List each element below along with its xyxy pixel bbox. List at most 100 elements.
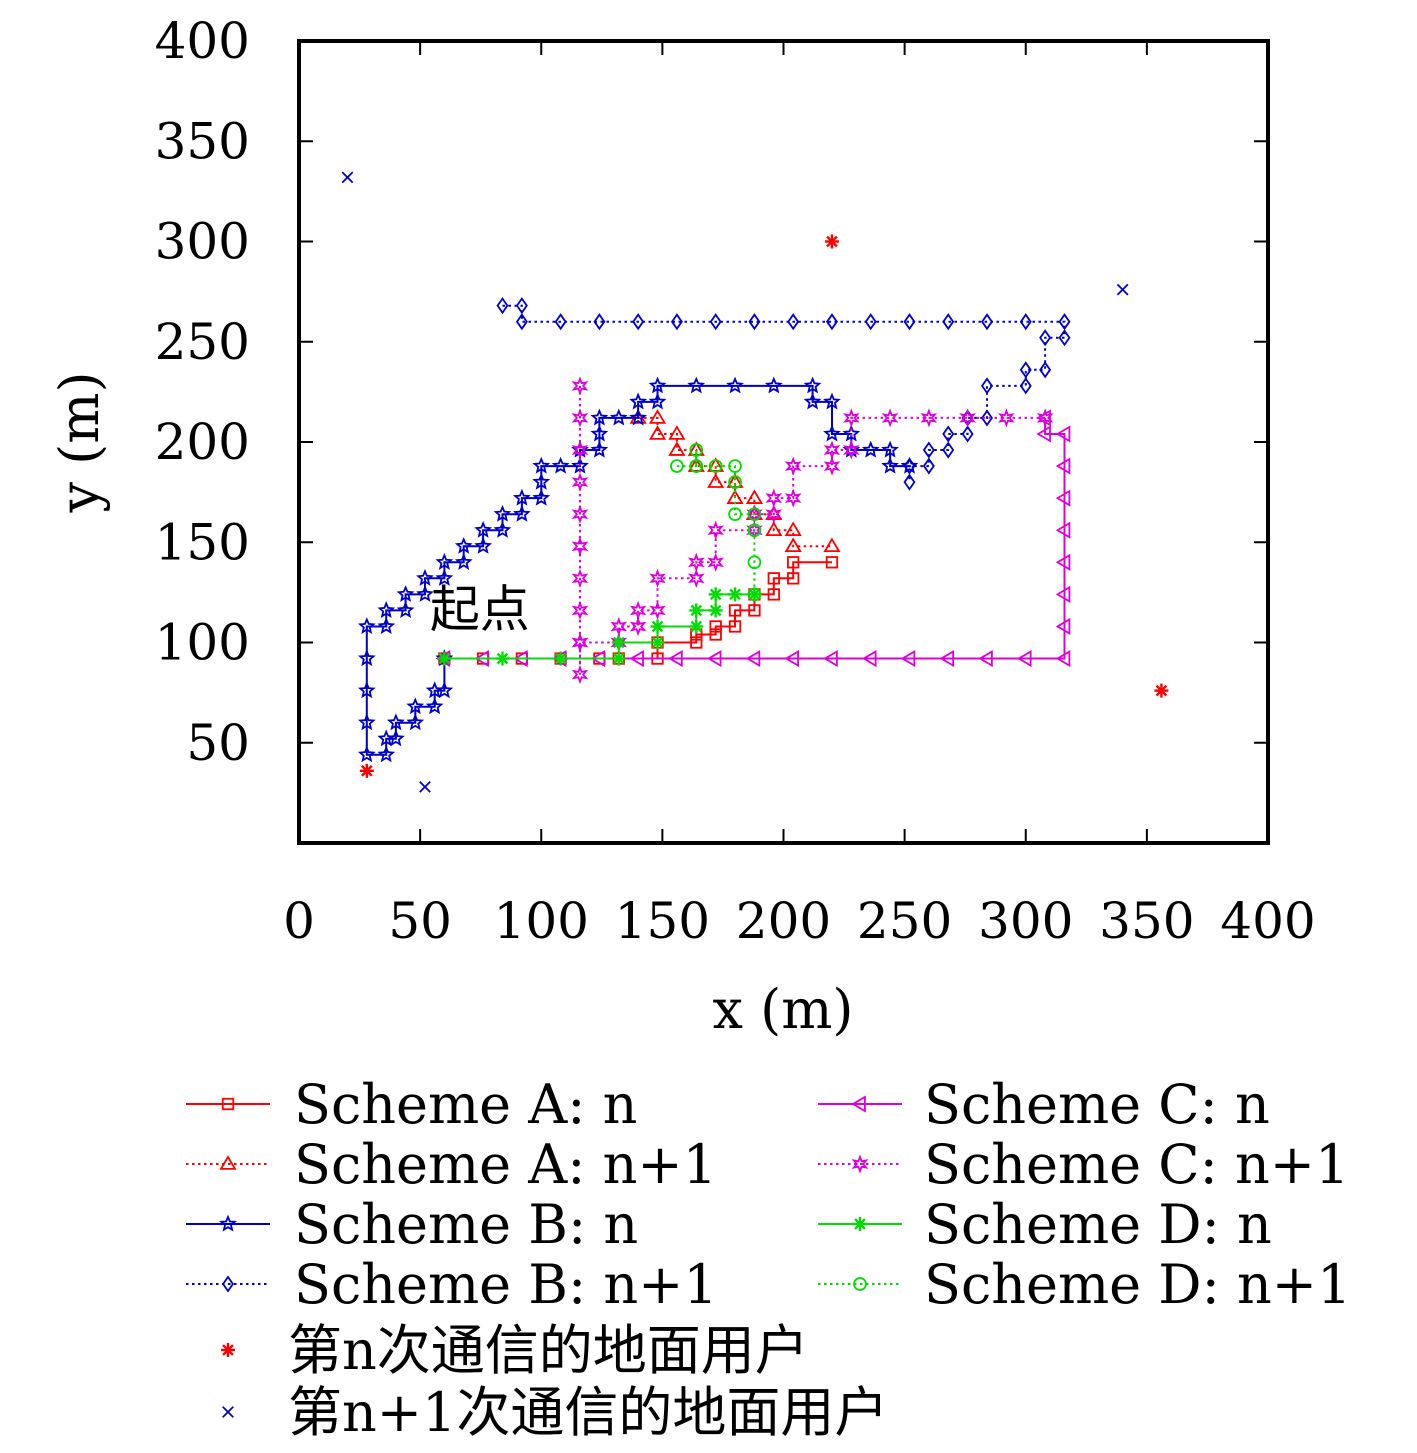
data-point	[1019, 361, 1032, 379]
axis-ticks: 0 50 100 150 200 250 300 350 400 50 100 150 200 250 30…	[155, 12, 1316, 950]
data-point	[493, 520, 512, 538]
data-point	[1154, 683, 1169, 698]
data-point	[920, 408, 938, 428]
data-point	[881, 408, 899, 428]
legend-entry: 第n+1次通信的地面用户	[222, 1381, 888, 1444]
data-point	[396, 585, 415, 602]
data-point	[861, 440, 880, 458]
data-point	[726, 473, 744, 488]
data-point	[784, 649, 799, 668]
data-point	[853, 1217, 867, 1231]
data-point	[709, 313, 722, 331]
data-point	[748, 313, 761, 331]
data-point	[853, 1277, 867, 1291]
series-5	[435, 409, 1071, 668]
data-point	[748, 604, 761, 617]
legend-entry: 第n次通信的地面用户	[221, 1319, 809, 1382]
data-point	[632, 313, 645, 331]
data-point	[764, 376, 783, 394]
data-point	[861, 649, 877, 668]
legend-entry: Scheme B: n+1	[186, 1253, 718, 1316]
data-point	[707, 520, 724, 540]
data-point	[474, 536, 493, 554]
data-point	[728, 604, 742, 617]
data-point	[803, 392, 822, 410]
data-point	[629, 649, 644, 668]
data-point	[1016, 649, 1032, 668]
start-annotation: 起点	[430, 580, 530, 638]
data-point	[980, 409, 993, 427]
legend-label: Scheme A: n	[294, 1073, 637, 1136]
data-point	[728, 507, 742, 522]
data-point	[571, 472, 589, 492]
data-point	[670, 459, 684, 473]
x-tick-label: 200	[736, 892, 831, 950]
data-point	[1055, 649, 1071, 668]
legend-label: Scheme C: n	[924, 1073, 1270, 1136]
legend-entry: Scheme B: n	[186, 1193, 638, 1256]
data-point	[687, 457, 705, 472]
data-point	[765, 521, 783, 537]
data-point	[532, 472, 551, 490]
data-point	[825, 556, 839, 569]
legend-entry: Scheme A: n+1	[186, 1133, 717, 1196]
legend-label: Scheme A: n+1	[294, 1133, 717, 1196]
data-point	[708, 603, 723, 618]
data-point	[728, 620, 742, 633]
data-point	[493, 504, 512, 522]
legend-label: 第n次通信的地面用户	[288, 1319, 809, 1382]
data-point	[416, 585, 434, 602]
data-point	[611, 635, 626, 650]
data-point	[747, 555, 762, 570]
data-point	[532, 488, 551, 506]
data-point	[515, 297, 528, 315]
y-tick-label: 100	[155, 614, 250, 672]
data-point	[843, 408, 860, 428]
data-point	[512, 488, 531, 506]
series-8	[670, 443, 762, 602]
x-tick-label: 250	[857, 892, 952, 950]
data-point	[377, 617, 396, 634]
data-point	[784, 537, 802, 553]
data-point	[571, 632, 589, 653]
data-point	[357, 713, 376, 731]
data-point	[823, 392, 841, 410]
data-point	[650, 635, 665, 650]
data-point	[359, 763, 374, 778]
data-point	[922, 457, 935, 475]
data-point	[590, 408, 609, 426]
x-axis-label: x (m)	[713, 978, 854, 1041]
x-tick-label: 100	[494, 892, 589, 950]
data-point	[942, 313, 955, 331]
legend-label: Scheme C: n+1	[924, 1133, 1349, 1196]
data-point	[851, 1154, 869, 1174]
data-point	[689, 619, 704, 634]
data-point	[629, 392, 648, 410]
data-point	[454, 536, 473, 554]
data-point	[571, 600, 589, 620]
x-tick-label: 300	[978, 892, 1073, 950]
data-point	[707, 552, 724, 572]
data-point	[553, 651, 568, 666]
data-point	[496, 297, 509, 315]
data-point	[590, 440, 609, 458]
data-point	[689, 603, 704, 618]
data-point	[708, 587, 723, 602]
data-point	[609, 408, 628, 426]
data-point	[1055, 585, 1071, 603]
data-point	[1055, 457, 1071, 475]
series-layer	[341, 171, 1169, 793]
series-4	[496, 297, 1071, 491]
data-point	[495, 651, 510, 666]
data-point	[787, 556, 800, 569]
data-point	[1036, 425, 1051, 443]
data-point	[629, 408, 648, 426]
y-tick-label: 350	[155, 112, 250, 170]
data-point	[648, 376, 667, 394]
data-point	[221, 1343, 235, 1357]
data-point	[425, 697, 444, 715]
data-point	[961, 425, 974, 443]
data-point	[942, 441, 955, 459]
data-point	[357, 649, 376, 667]
